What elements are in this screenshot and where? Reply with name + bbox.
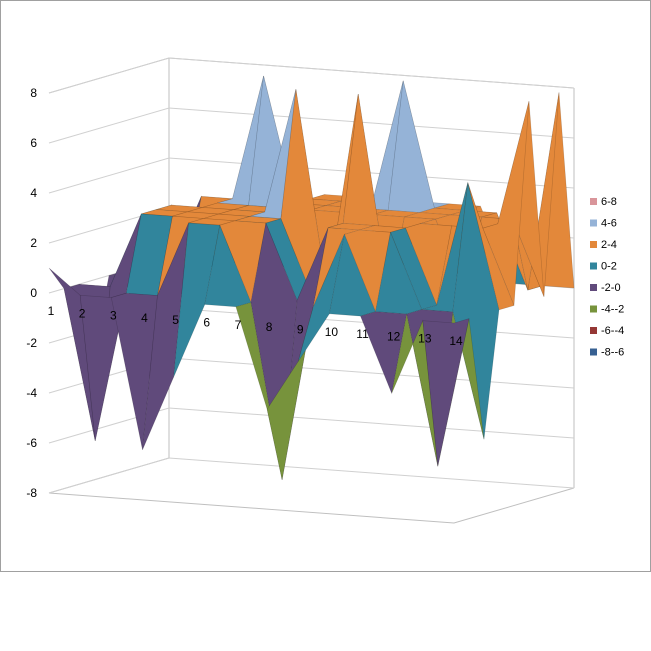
- z-tick-label: 4: [30, 186, 37, 200]
- z-tick-label: 8: [30, 86, 37, 100]
- x-tick-label: 1: [48, 304, 55, 318]
- wall-top-edge: [48, 57, 575, 94]
- legend-label: -2-0: [601, 282, 621, 294]
- gridline: [48, 57, 575, 94]
- z-tick-label: -2: [26, 336, 37, 350]
- legend-label: 6-8: [601, 196, 617, 208]
- legend-swatch: [590, 198, 597, 205]
- z-axis: 8 6 4 2 0 -2 -4 -6 -8: [26, 86, 37, 500]
- surface-cell: [512, 92, 560, 297]
- legend-swatch: [590, 327, 597, 334]
- gridline: [48, 107, 575, 144]
- floor-edge: [48, 487, 575, 524]
- legend-label: 2-4: [601, 239, 617, 251]
- z-tick-label: 0: [30, 286, 37, 300]
- legend-swatch: [590, 241, 597, 248]
- x-tick-label: 14: [449, 334, 463, 348]
- x-tick-label: 6: [203, 316, 210, 330]
- legend-label: 0-2: [601, 261, 617, 273]
- legend-swatch: [590, 348, 597, 356]
- legend-swatch: [590, 219, 597, 227]
- x-axis: 1 2 3 4 5 6 7 8 9 10 11 12 13 14: [48, 304, 463, 348]
- x-tick-label: 2: [79, 306, 86, 320]
- x-tick-label: 7: [235, 318, 242, 332]
- z-tick-label: -8: [26, 486, 37, 500]
- legend-swatch: [590, 262, 597, 270]
- x-tick-label: 11: [356, 327, 369, 341]
- x-tick-label: 3: [110, 309, 117, 323]
- surface-cell: [467, 182, 515, 311]
- z-tick-label: 6: [30, 136, 37, 150]
- z-tick-label: -6: [26, 436, 37, 450]
- legend-label: 4-6: [601, 218, 617, 230]
- x-tick-label: 4: [141, 311, 148, 325]
- legend-label: -8--6: [601, 347, 624, 359]
- surface-plot: [48, 75, 575, 480]
- legend-swatch: [590, 284, 597, 291]
- z-tick-label: 2: [30, 236, 37, 250]
- x-tick-label: 10: [325, 325, 339, 339]
- legend-label: -4--2: [601, 304, 624, 316]
- chart-area: 8 6 4 2 0 -2 -4 -6 -8 1 2 3 4 5 6 7 8 9 10 11 12 13 14 6-8 4-6…: [0, 0, 651, 572]
- legend: 6-8 4-6 2-4 0-2 -2-0 -4--2 -6--4 -8--6: [590, 196, 624, 359]
- gridline: [48, 457, 575, 494]
- x-tick-label: 13: [418, 332, 432, 346]
- surface-cell: [482, 101, 530, 306]
- x-tick-label: 9: [297, 322, 304, 336]
- gridline: [48, 407, 575, 444]
- x-tick-label: 8: [266, 320, 273, 334]
- surface-cell: [422, 318, 470, 467]
- gridline: [48, 157, 575, 194]
- x-tick-label: 12: [387, 329, 401, 343]
- legend-swatch: [590, 305, 597, 313]
- x-tick-label: 5: [172, 313, 179, 327]
- legend-label: -6--4: [601, 325, 624, 337]
- z-tick-label: -4: [26, 386, 37, 400]
